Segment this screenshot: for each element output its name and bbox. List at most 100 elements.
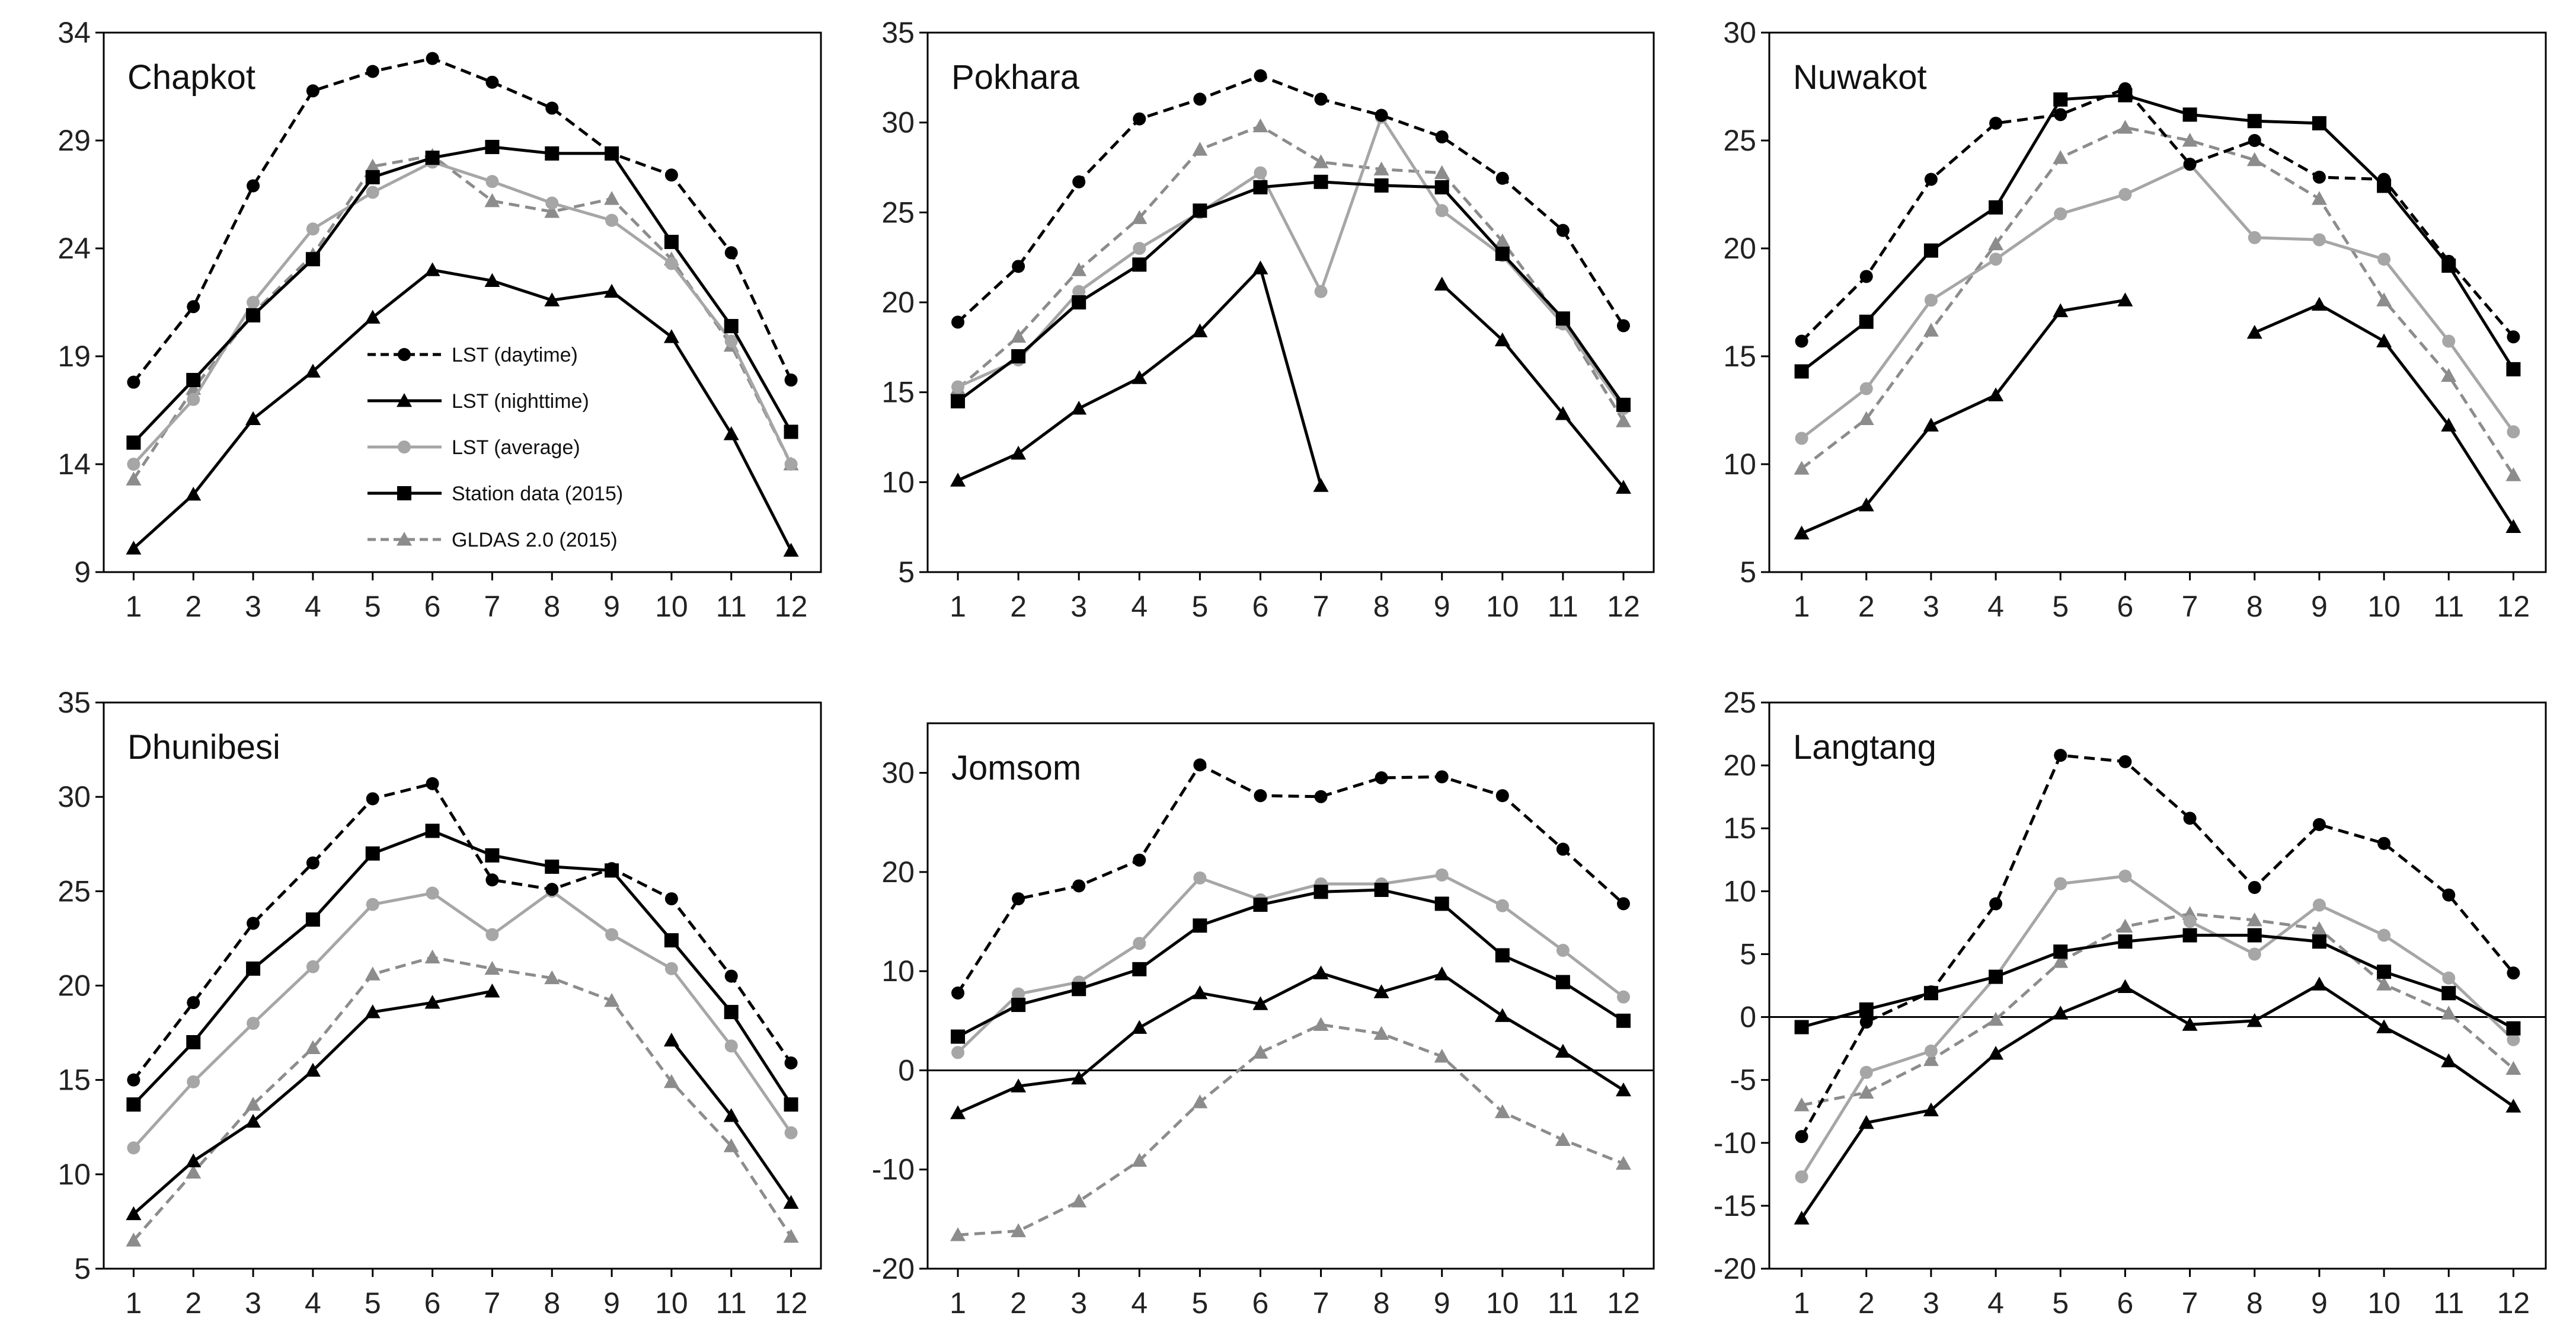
data-point-avg [664, 257, 678, 270]
data-point-day [127, 375, 140, 389]
data-point-avg [2442, 971, 2456, 985]
x-tick-label: 4 [305, 590, 321, 623]
y-tick-label: 15 [57, 1064, 91, 1097]
y-tick-label: 5 [74, 1252, 91, 1285]
series-line-station [132, 145, 792, 444]
data-point-station [485, 848, 500, 863]
data-point-gldas [1555, 1132, 1571, 1146]
data-point-avg [1859, 382, 1873, 395]
data-point-station [545, 146, 560, 161]
data-point-gldas [1494, 233, 1510, 248]
data-point-day [1375, 108, 1388, 122]
x-tick-label: 10 [2367, 590, 2401, 623]
x-tick-label: 11 [716, 590, 747, 623]
data-point-avg [1556, 944, 1570, 957]
data-point-avg [1435, 204, 1449, 218]
data-point-day [951, 986, 965, 1000]
data-point-day [784, 373, 798, 387]
data-point-station [1434, 896, 1449, 911]
x-tick-label: 11 [2433, 1286, 2464, 1320]
data-point-station [784, 1097, 798, 1112]
data-point-gldas [1132, 1152, 1148, 1167]
data-point-gldas [305, 1040, 321, 1054]
data-point-station [126, 435, 141, 450]
x-tick-label: 7 [484, 590, 501, 623]
data-point-station [425, 823, 440, 838]
data-point-station [1072, 982, 1086, 997]
data-point-station [1434, 180, 1449, 194]
data-point-station [545, 859, 560, 874]
data-point-gldas [1132, 210, 1148, 224]
x-tick-label: 12 [775, 1286, 808, 1320]
data-point-avg [2312, 233, 2326, 247]
y-tick-label: 34 [57, 16, 91, 49]
data-point-day [366, 65, 379, 78]
y-tick-label: 20 [881, 855, 915, 889]
data-point-avg [306, 960, 319, 973]
data-point-day [2442, 888, 2456, 902]
series-avg [1795, 869, 2520, 1184]
x-tick-label: 5 [365, 1286, 381, 1320]
x-tick-label: 1 [126, 1286, 142, 1320]
panel-title: Nuwakot [1793, 58, 1927, 97]
data-point-station [1616, 1013, 1631, 1028]
data-point-gldas [544, 970, 560, 985]
y-tick-label: -10 [872, 1153, 915, 1186]
data-point-night [783, 542, 799, 557]
data-point-day [1795, 334, 1808, 348]
series-gldas [126, 949, 799, 1247]
data-point-station [1794, 1020, 1809, 1035]
x-tick-label: 8 [544, 590, 560, 623]
series-line-avg [1800, 874, 2515, 1178]
series-station [1794, 88, 2521, 379]
data-point-day [127, 1073, 140, 1087]
data-point-station [664, 933, 679, 948]
panel-title: Chapkot [127, 58, 255, 97]
data-point-station [186, 1035, 201, 1049]
x-tick-label: 10 [655, 590, 688, 623]
data-point-night [663, 329, 679, 343]
data-point-day [724, 969, 738, 983]
data-point-avg [951, 380, 965, 394]
data-point-day [951, 315, 965, 329]
data-point-night [2441, 1053, 2457, 1068]
data-point-station [1132, 257, 1147, 272]
y-tick-label: 0 [898, 1053, 915, 1087]
series-line-day [1800, 87, 2515, 343]
data-point-gldas [1011, 1223, 1027, 1237]
data-point-day [1795, 1130, 1808, 1144]
data-point-day [1859, 270, 1873, 283]
data-point-gldas [663, 1074, 679, 1088]
data-point-night [1555, 406, 1571, 420]
x-tick-label: 3 [1070, 590, 1087, 623]
x-tick-label: 4 [305, 1286, 321, 1320]
legend-item-night: LST (nighttime) [367, 390, 589, 413]
data-point-night [2311, 976, 2327, 991]
data-point-avg [724, 334, 738, 348]
data-point-station [2506, 1021, 2521, 1036]
data-point-station [1374, 883, 1389, 898]
series-station [1794, 928, 2521, 1036]
data-point-night [663, 1032, 679, 1047]
y-tick-label: 30 [57, 780, 91, 813]
data-point-night [245, 1113, 261, 1128]
data-point-night [1858, 1115, 1874, 1129]
data-point-night [2376, 1019, 2392, 1033]
data-point-station [2377, 965, 2392, 979]
data-point-avg [1616, 990, 1630, 1004]
data-point-avg [2312, 898, 2326, 912]
data-point-avg [247, 296, 260, 309]
series-line-gldas [957, 124, 1625, 422]
data-point-station [2053, 92, 2068, 107]
data-point-day [2118, 755, 2132, 768]
data-point-night [484, 984, 500, 998]
data-point-gldas [2311, 921, 2327, 935]
x-tick-label: 8 [2246, 590, 2263, 623]
series-avg [127, 885, 798, 1155]
data-point-night [305, 363, 321, 378]
data-point-day [2183, 158, 2197, 171]
series-line-night [1800, 982, 2514, 1219]
data-point-avg [1924, 293, 1938, 307]
data-point-night [2311, 296, 2327, 311]
